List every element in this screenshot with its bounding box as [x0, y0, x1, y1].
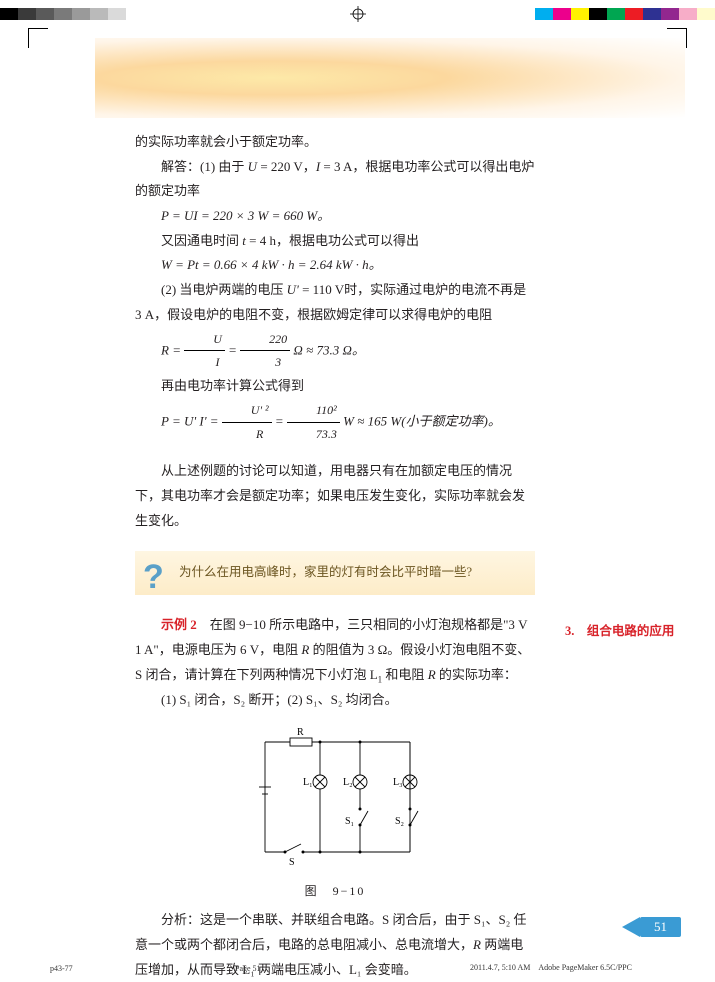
color-swatch [661, 8, 679, 20]
footer-meta: 2011.4.7, 5:10 AM Adobe PageMaker 6.5C/P… [470, 962, 632, 973]
header-gradient [95, 38, 685, 118]
paragraph: 解答：(1) 由于 U = 220 V，I = 3 A，根据电功率公式可以得出电… [135, 155, 535, 204]
sidebar-section-title: 3. 组合电路的应用 [565, 620, 674, 639]
question-mark-icon: ? [143, 545, 164, 610]
formula: P = U' I' = U' ²R = 110²73.3 W ≈ 165 W(小… [135, 399, 535, 446]
color-swatch [54, 8, 72, 20]
footer-file: p43-77 [50, 964, 73, 973]
color-swatch [571, 8, 589, 20]
paragraph: 的实际功率就会小于额定功率。 [135, 130, 535, 155]
color-swatch [697, 8, 715, 20]
svg-text:L₂: L₂ [343, 777, 353, 788]
formula: P = UI = 220 × 3 W = 660 W。 [135, 204, 535, 229]
color-swatch [625, 8, 643, 20]
figure-caption: 图 9−10 [245, 880, 425, 903]
color-swatch [553, 8, 571, 20]
color-swatch [589, 8, 607, 20]
example-label: 示例 2 [161, 617, 197, 632]
circuit-diagram: S R L₁ L₂ S₁ L₃ S₂ [245, 727, 425, 867]
paragraph: (1) S₁ 闭合，S₂ 断开；(2) S₁、S₂ 均闭合。 [135, 688, 535, 713]
color-swatch [126, 8, 144, 20]
svg-text:S: S [289, 857, 295, 867]
svg-text:S₂: S₂ [395, 816, 404, 827]
color-swatch [18, 8, 36, 20]
svg-text:L₁: L₁ [303, 777, 313, 788]
color-swatch [36, 8, 54, 20]
paragraph: (2) 当电炉两端的电压 U' = 110 V时，实际通过电炉的电流不再是 3 … [135, 278, 535, 327]
color-swatch [108, 8, 126, 20]
color-swatch [643, 8, 661, 20]
color-swatch [679, 8, 697, 20]
registration-mark-icon [350, 6, 366, 22]
crop-mark-tl [28, 28, 48, 48]
footer-page: Page 51 [235, 964, 261, 973]
circuit-figure: S R L₁ L₂ S₁ L₃ S₂ 图 9−10 [245, 727, 425, 902]
example-paragraph: 示例 2 在图 9−10 所示电路中，三只相同的小灯泡规格都是"3 V 1 A"… [135, 613, 535, 688]
color-swatch [0, 8, 18, 20]
paragraph: 又因通电时间 t = 4 h，根据电功公式可以得出 [135, 229, 535, 254]
main-content: 的实际功率就会小于额定功率。 解答：(1) 由于 U = 220 V，I = 3… [135, 130, 535, 982]
svg-text:R: R [297, 727, 304, 738]
svg-text:L₃: L₃ [393, 777, 403, 788]
question-callout: ? 为什么在用电高峰时，家里的灯有时会比平时暗一些? [135, 551, 535, 595]
question-text: 为什么在用电高峰时，家里的灯有时会比平时暗一些? [179, 565, 472, 579]
paragraph: 从上述例题的讨论可以知道，用电器只有在加额定电压的情况下，其电功率才会是额定功率… [135, 459, 535, 533]
color-swatch [535, 8, 553, 20]
color-swatch [90, 8, 108, 20]
formula: W = Pt = 0.66 × 4 kW · h = 2.64 kW · h。 [135, 253, 535, 278]
formula: R = UI = 2203 Ω ≈ 73.3 Ω。 [135, 328, 535, 375]
paragraph: 再由电功率计算公式得到 [135, 374, 535, 399]
color-swatch [607, 8, 625, 20]
page-number-badge: 51 [640, 917, 681, 937]
color-swatch [72, 8, 90, 20]
svg-text:S₁: S₁ [345, 816, 354, 827]
